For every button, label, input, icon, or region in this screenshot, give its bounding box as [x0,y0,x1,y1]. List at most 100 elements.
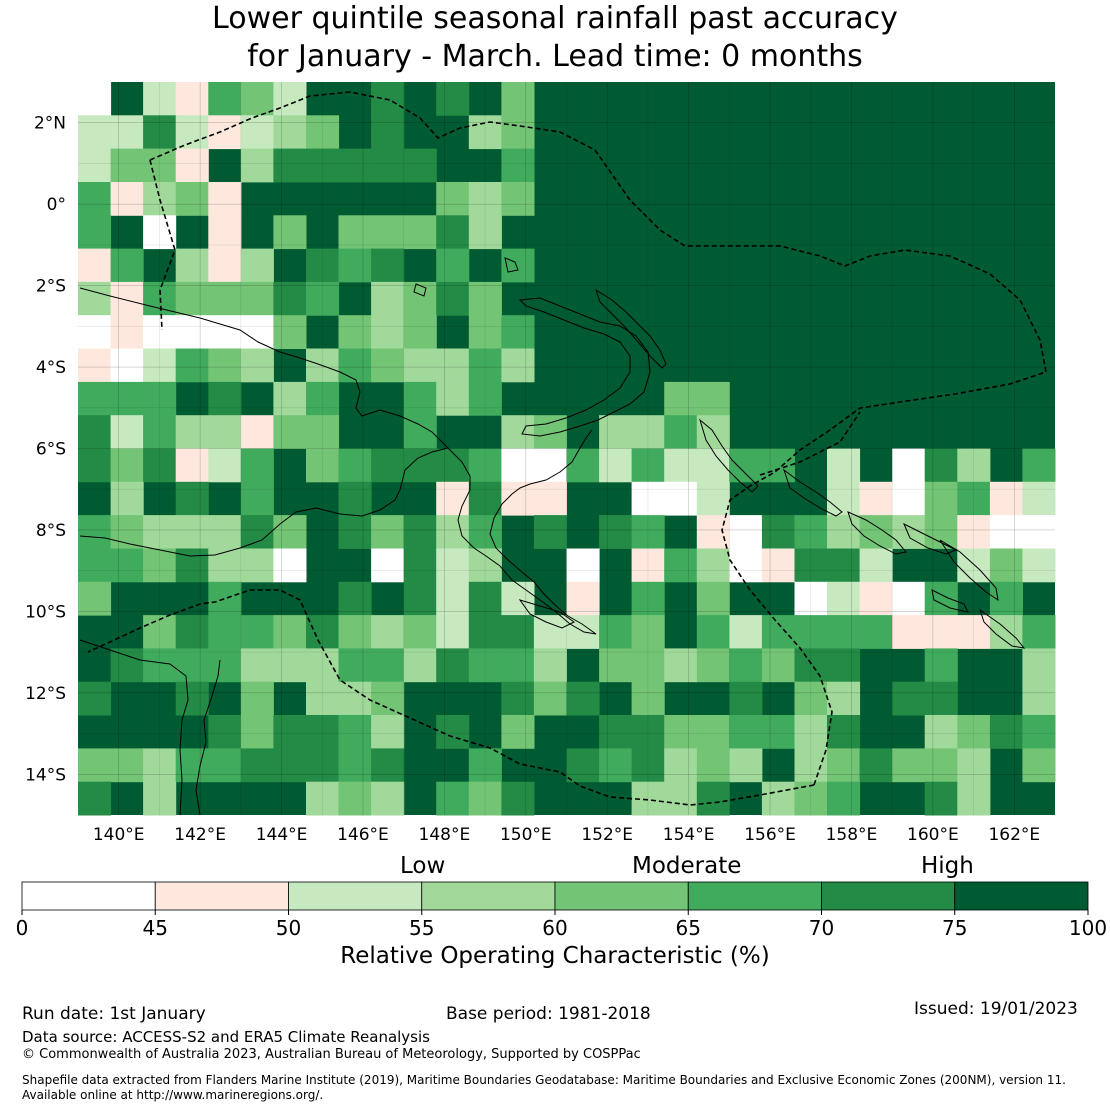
grid-cell [240,648,274,683]
grid-cell [1022,548,1056,583]
grid-cell [696,715,730,749]
grid-cell [436,248,470,283]
grid-cell [827,581,861,616]
grid-cell [696,515,730,549]
grid-cell [371,281,405,316]
grid-cell [403,448,437,483]
grid-cell [110,348,144,383]
grid-cell [403,281,437,316]
grid-cell [403,548,437,583]
grid-cell [501,448,535,483]
grid-cell [110,182,144,216]
grid-cell [338,248,372,283]
colorbar-tick-label: 60 [542,916,567,940]
title-line-1: Lower quintile seasonal rainfall past ac… [212,1,898,36]
grid-cell [436,548,470,583]
grid-cell [729,515,763,549]
grid-cell [924,648,958,683]
grid-cell [533,515,567,549]
axis-labels: 140°E 142°E 144°E 146°E 148°E 150°E 152°E 154°E… [25,114,1040,845]
grid-cell [338,481,372,516]
grid-cell [338,348,372,383]
grid-cell [501,415,535,449]
grid-cell [110,648,144,683]
grid-cell [371,615,405,649]
coastlines [79,257,1026,816]
grid-cell [1022,681,1056,716]
grid-cell [468,748,502,783]
grid-cell [436,581,470,616]
grid-cell [78,215,112,250]
grid-cell [306,448,340,483]
grid-cell [924,481,958,516]
grid-cell [468,615,502,649]
grid-cell [175,182,209,216]
grid-cell [761,615,795,649]
grid-cell [631,615,665,649]
grid-cell [273,281,307,316]
graticule [78,82,1055,815]
grid-cell [436,515,470,549]
grid-cell [338,615,372,649]
grid-cell [436,615,470,649]
grid-cell [208,281,242,316]
grid-cell [468,315,502,349]
grid-cell [78,315,112,349]
grid-cell [306,248,340,283]
grid-cell [761,648,795,683]
grid-cell [371,781,405,816]
grid-cell [175,281,209,316]
lon-tick-label: 146°E [337,825,389,845]
grid-cell [338,748,372,783]
new-ireland-coast [595,288,667,369]
grid-cell [664,648,698,683]
grid-cell [240,248,274,283]
grid-cell [892,681,926,716]
grid-cell [794,781,828,816]
grid-cell [631,448,665,483]
grid-cell [468,548,502,583]
grid-cell [403,348,437,383]
grid-cell [761,715,795,749]
grid-cell [696,548,730,583]
grid-cell [240,715,274,749]
grid-cell [175,315,209,349]
grid-cell [208,182,242,216]
grid-cell [78,448,112,483]
grid-cell [78,681,112,716]
grid-cell [1022,481,1056,516]
grid-cell [110,448,144,483]
grid-cell [468,115,502,150]
grid-cell [78,182,112,216]
grid-cell [436,648,470,683]
grid-cell [827,481,861,516]
grid-cell [501,681,535,716]
new-guinea-coast [79,287,449,557]
grid-cell [240,548,274,583]
grid-cell [599,448,633,483]
grid-cell [631,648,665,683]
lon-tick-label: 154°E [663,825,715,845]
grid-cell [143,415,177,449]
grid-cell [957,448,991,483]
png-eez-boundary [149,91,1047,786]
grid-cell [78,281,112,316]
grid-cell [78,748,112,783]
colorbar-segment [554,881,689,911]
grid-cell [338,648,372,683]
grid-cell [338,781,372,816]
grid-cell [761,515,795,549]
grid-cell [208,82,242,116]
grid-cell [78,115,112,150]
grid-cell [208,115,242,150]
grid-cell [501,115,535,150]
grid-cell [371,681,405,716]
grid-cell [240,148,274,183]
grid-cell [859,581,893,616]
category-moderate-label: Moderate [632,853,742,879]
lat-tick-label: 2°S [36,277,66,297]
grid-cell [468,515,502,549]
grid-cell [761,448,795,483]
grid-cell [533,615,567,649]
grid-cell [110,381,144,416]
